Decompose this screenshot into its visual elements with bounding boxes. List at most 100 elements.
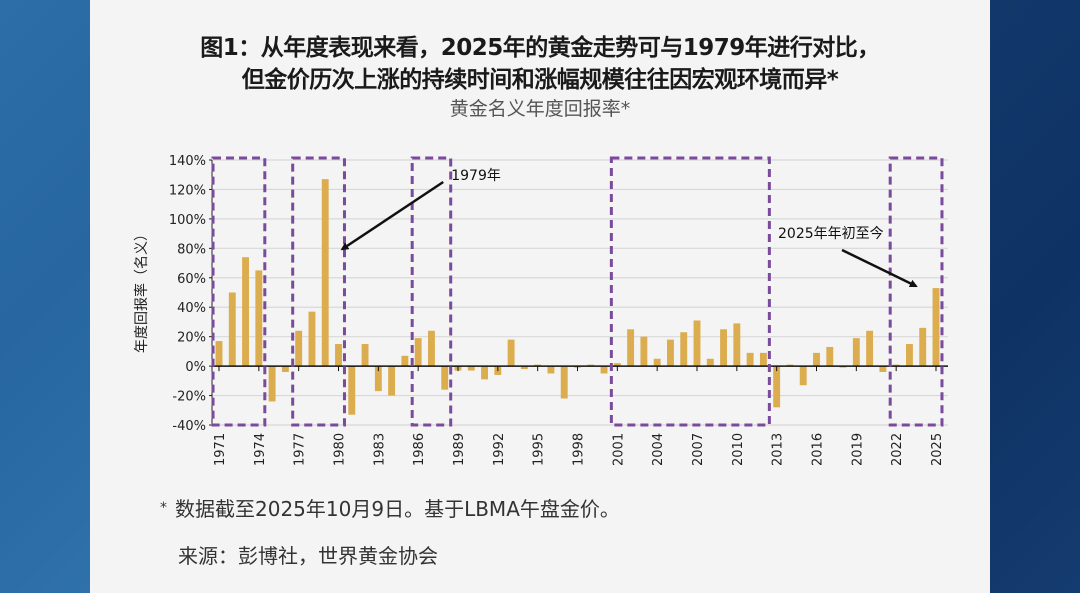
bar-2021 [879, 366, 887, 372]
bar-1987 [427, 330, 435, 367]
highlight-box-2001-2012 [609, 156, 771, 427]
bar-2024 [919, 327, 927, 367]
x-tick-label: 1983 [372, 433, 387, 466]
bar-2019 [852, 338, 860, 367]
x-tick-label: 1974 [253, 433, 268, 466]
y-tick-label: 120% [169, 183, 206, 198]
x-tick-label: 1995 [532, 433, 547, 466]
bar-2000 [600, 366, 608, 374]
annotation-arrow-1979 [340, 180, 444, 251]
footnote-text: 数据截至2025年10月9日。基于LBMA午盘金价。 [175, 497, 620, 521]
bar-1996 [547, 366, 555, 374]
bar-2011 [746, 352, 754, 367]
bar-1986 [414, 338, 422, 367]
bar-2012 [759, 352, 767, 367]
annotations: 1979年 2025年年初至今 [340, 168, 918, 288]
bar-1994 [520, 366, 528, 370]
y-tick-label: 0% [185, 360, 206, 375]
bar-2020 [866, 330, 874, 367]
chart-subtitle: 黄金名义年度回报率* [449, 98, 631, 120]
bar-2017 [826, 346, 834, 367]
bar-2003 [640, 336, 648, 367]
right-background-panel [990, 0, 1080, 593]
x-tick-label: 2010 [731, 433, 746, 466]
y-tick-label: -20% [172, 390, 206, 405]
x-tick-label: 1986 [412, 433, 427, 466]
y-tick-label: 40% [177, 301, 206, 316]
bar-2007 [693, 320, 701, 367]
bar-2001 [613, 363, 621, 367]
bar-2010 [733, 323, 741, 367]
chart-card: 图1：从年度表现来看，2025年的黄金走势可与1979年进行对比， 但金价历次上… [90, 0, 990, 593]
highlight-box-1971-1974 [211, 156, 267, 427]
bar-1981 [348, 366, 356, 415]
annotation-label-2025: 2025年年初至今 [778, 225, 884, 242]
bar-1991 [481, 366, 489, 380]
bar-1985 [401, 355, 409, 367]
bar-chart: -40%-20%0%20%40%60%80%100%120%140% 1971 1… [133, 154, 948, 466]
bar-1980 [335, 344, 342, 367]
bar-2006 [680, 332, 688, 367]
bar-2002 [627, 329, 635, 367]
bar-2008 [706, 358, 714, 367]
x-tick-label: 1989 [452, 433, 467, 466]
y-tick-label: 100% [169, 213, 206, 228]
bar-2005 [666, 339, 674, 367]
y-tick-label: 80% [177, 242, 206, 257]
highlight-box-1977-1980 [291, 156, 346, 427]
x-tick-label: 2013 [771, 433, 786, 466]
y-axis-label: 年度回报率（名义） [133, 227, 150, 353]
bar-1993 [507, 339, 515, 367]
chart-title-line1: 图1：从年度表现来看，2025年的黄金走势可与1979年进行对比， [200, 35, 880, 61]
x-tick-label: 1992 [492, 433, 507, 466]
bar-2004 [653, 358, 661, 367]
bar-1997 [560, 366, 568, 399]
annotation-arrow-2025 [841, 248, 918, 288]
y-tick-label: -40% [172, 419, 206, 434]
x-tick-label: 1980 [333, 433, 348, 466]
bar-1971 [215, 341, 223, 367]
x-axis-ticks: 1971 1974 1977 1980 1983 1986 1989 1992 1995 1998… [213, 366, 945, 466]
x-tick-label: 2007 [691, 433, 706, 466]
y-tick-label: 20% [177, 331, 206, 346]
y-tick-label: 140% [169, 154, 206, 169]
chart-title-line2: 但金价历次上涨的持续时间和涨幅规模往往因宏观环境而异* [241, 67, 839, 93]
bar-1982 [361, 344, 369, 367]
bar-1990 [467, 366, 475, 371]
bar-2009 [720, 329, 728, 367]
y-tick-label: 60% [177, 272, 206, 287]
bars [215, 179, 940, 415]
x-tick-label: 2004 [651, 433, 666, 466]
bar-1977 [295, 330, 303, 367]
bar-1979 [321, 179, 329, 367]
bar-1975 [268, 366, 276, 402]
x-tick-label: 1998 [572, 433, 587, 466]
bar-1974 [255, 270, 263, 367]
x-tick-label: 2019 [850, 433, 865, 466]
bar-1984 [388, 366, 396, 396]
x-tick-label: 2016 [811, 433, 826, 466]
bar-1973 [242, 257, 250, 367]
left-background-panel [0, 0, 90, 593]
x-tick-label: 2025 [930, 433, 945, 466]
bar-2013 [773, 366, 781, 408]
bar-1983 [374, 366, 382, 392]
annotation-label-1979: 1979年 [451, 168, 501, 184]
x-tick-label: 2022 [890, 433, 905, 466]
source-text: 来源：彭博社，世界黄金协会 [178, 544, 438, 568]
x-tick-label: 2001 [611, 433, 626, 466]
bar-1976 [281, 366, 289, 372]
y-axis-ticks: -40% -20% 0% 20% 40% 60% 80% 100% 120% 140% [169, 154, 212, 434]
bar-1972 [228, 292, 236, 367]
highlight-box-2022-2025 [888, 156, 944, 427]
bar-2015 [799, 366, 807, 386]
bar-1988 [441, 366, 449, 390]
highlight-box-1986-1988 [410, 156, 453, 427]
bar-2016 [813, 352, 820, 367]
x-tick-label: 1971 [213, 433, 228, 466]
highlight-boxes [211, 156, 944, 427]
bar-1978 [308, 311, 316, 367]
x-tick-label: 1977 [293, 433, 308, 466]
footnote-star: * [160, 500, 167, 516]
bar-2023 [905, 344, 913, 367]
